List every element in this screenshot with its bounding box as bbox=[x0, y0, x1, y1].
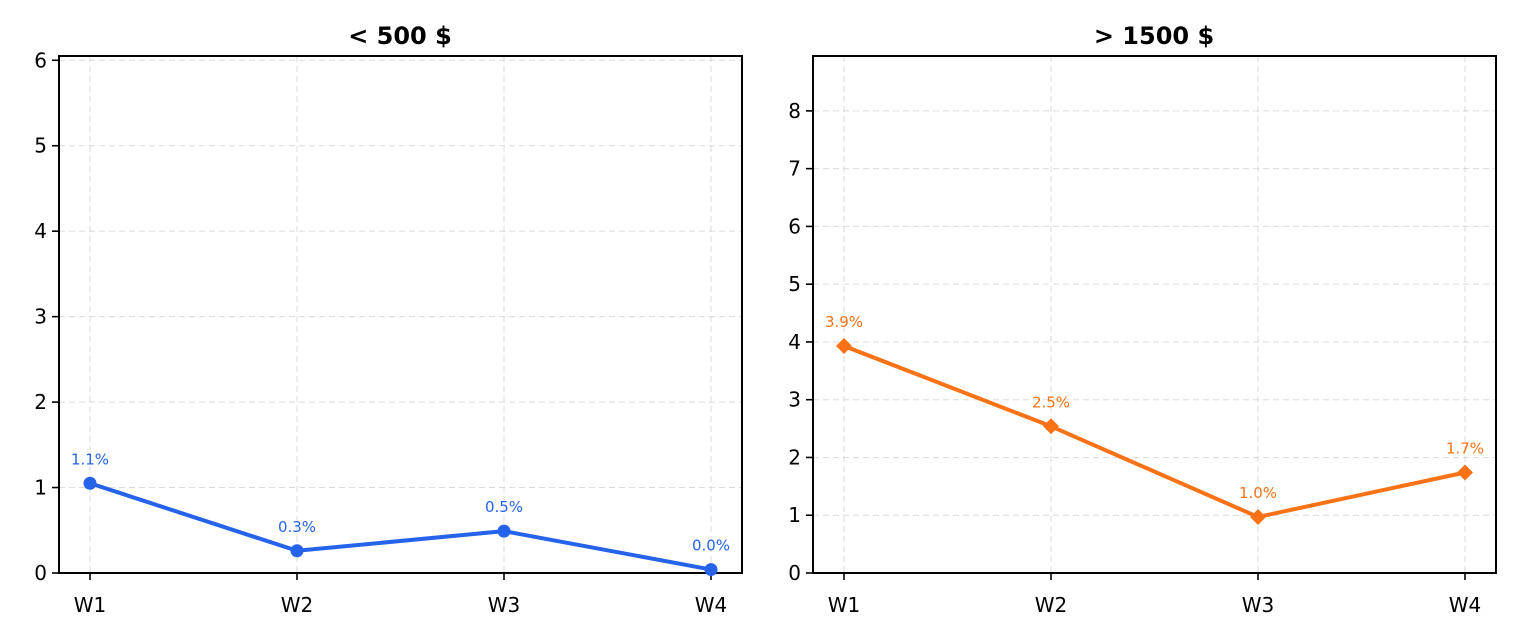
data-point bbox=[704, 563, 718, 577]
y-tick-label: 2 bbox=[34, 390, 47, 414]
x-tick-label: W1 bbox=[828, 593, 861, 617]
x-tick-label: W2 bbox=[281, 593, 314, 617]
y-tick-label: 5 bbox=[788, 272, 801, 296]
x-tick-label: W3 bbox=[1242, 593, 1275, 617]
y-tick-label: 7 bbox=[788, 157, 801, 181]
y-tick-label: 1 bbox=[34, 476, 47, 500]
data-label: 0.3% bbox=[278, 518, 316, 536]
data-label: 0.5% bbox=[485, 498, 523, 516]
panel-under-500: < 500 $ 0 1 2 3 4 5 6 W1 W2 W3 W4 1.1% 0.3% 0.5% 0.0% bbox=[34, 22, 743, 617]
y-tick-label: 6 bbox=[34, 48, 47, 72]
data-point bbox=[290, 544, 304, 558]
series-line bbox=[88, 481, 713, 572]
data-label: 1.0% bbox=[1239, 484, 1277, 502]
y-tick-label: 1 bbox=[788, 503, 801, 527]
data-label: 1.7% bbox=[1446, 439, 1484, 457]
data-label: 1.1% bbox=[71, 450, 109, 468]
data-label: 3.9% bbox=[825, 313, 863, 331]
y-tick-label: 0 bbox=[34, 561, 47, 585]
y-tick-label: 0 bbox=[788, 561, 801, 585]
axes-frame bbox=[58, 55, 743, 574]
data-point bbox=[1457, 464, 1473, 481]
y-tick-label: 3 bbox=[34, 305, 47, 329]
panel-title: > 1500 $ bbox=[1094, 22, 1214, 50]
panel-over-1500: > 1500 $ 0 1 2 3 4 5 6 7 8 W1 W2 W3 W4 3.9% 2.5% 1.0% 1.… bbox=[788, 22, 1497, 617]
data-label: 2.5% bbox=[1032, 393, 1070, 411]
data-point bbox=[497, 524, 511, 538]
y-tick-label: 2 bbox=[788, 445, 801, 469]
x-tick-label: W4 bbox=[695, 593, 728, 617]
x-tick-label: W2 bbox=[1035, 593, 1068, 617]
data-point bbox=[1250, 508, 1266, 525]
data-point bbox=[836, 337, 852, 354]
y-tick-label: 8 bbox=[788, 99, 801, 123]
data-label: 0.0% bbox=[692, 537, 730, 555]
x-tick-label: W4 bbox=[1449, 593, 1482, 617]
y-tick-label: 3 bbox=[788, 388, 801, 412]
y-tick-label: 4 bbox=[788, 330, 801, 354]
panel-title: < 500 $ bbox=[348, 22, 452, 50]
axes-frame bbox=[812, 55, 1497, 574]
x-tick-label: W3 bbox=[488, 593, 521, 617]
data-point bbox=[83, 476, 97, 490]
x-tick-label: W1 bbox=[74, 593, 107, 617]
y-tick-label: 4 bbox=[34, 219, 47, 243]
data-point bbox=[1043, 418, 1059, 435]
y-tick-label: 6 bbox=[788, 214, 801, 238]
series-line bbox=[842, 343, 1467, 519]
y-tick-label: 5 bbox=[34, 134, 47, 158]
